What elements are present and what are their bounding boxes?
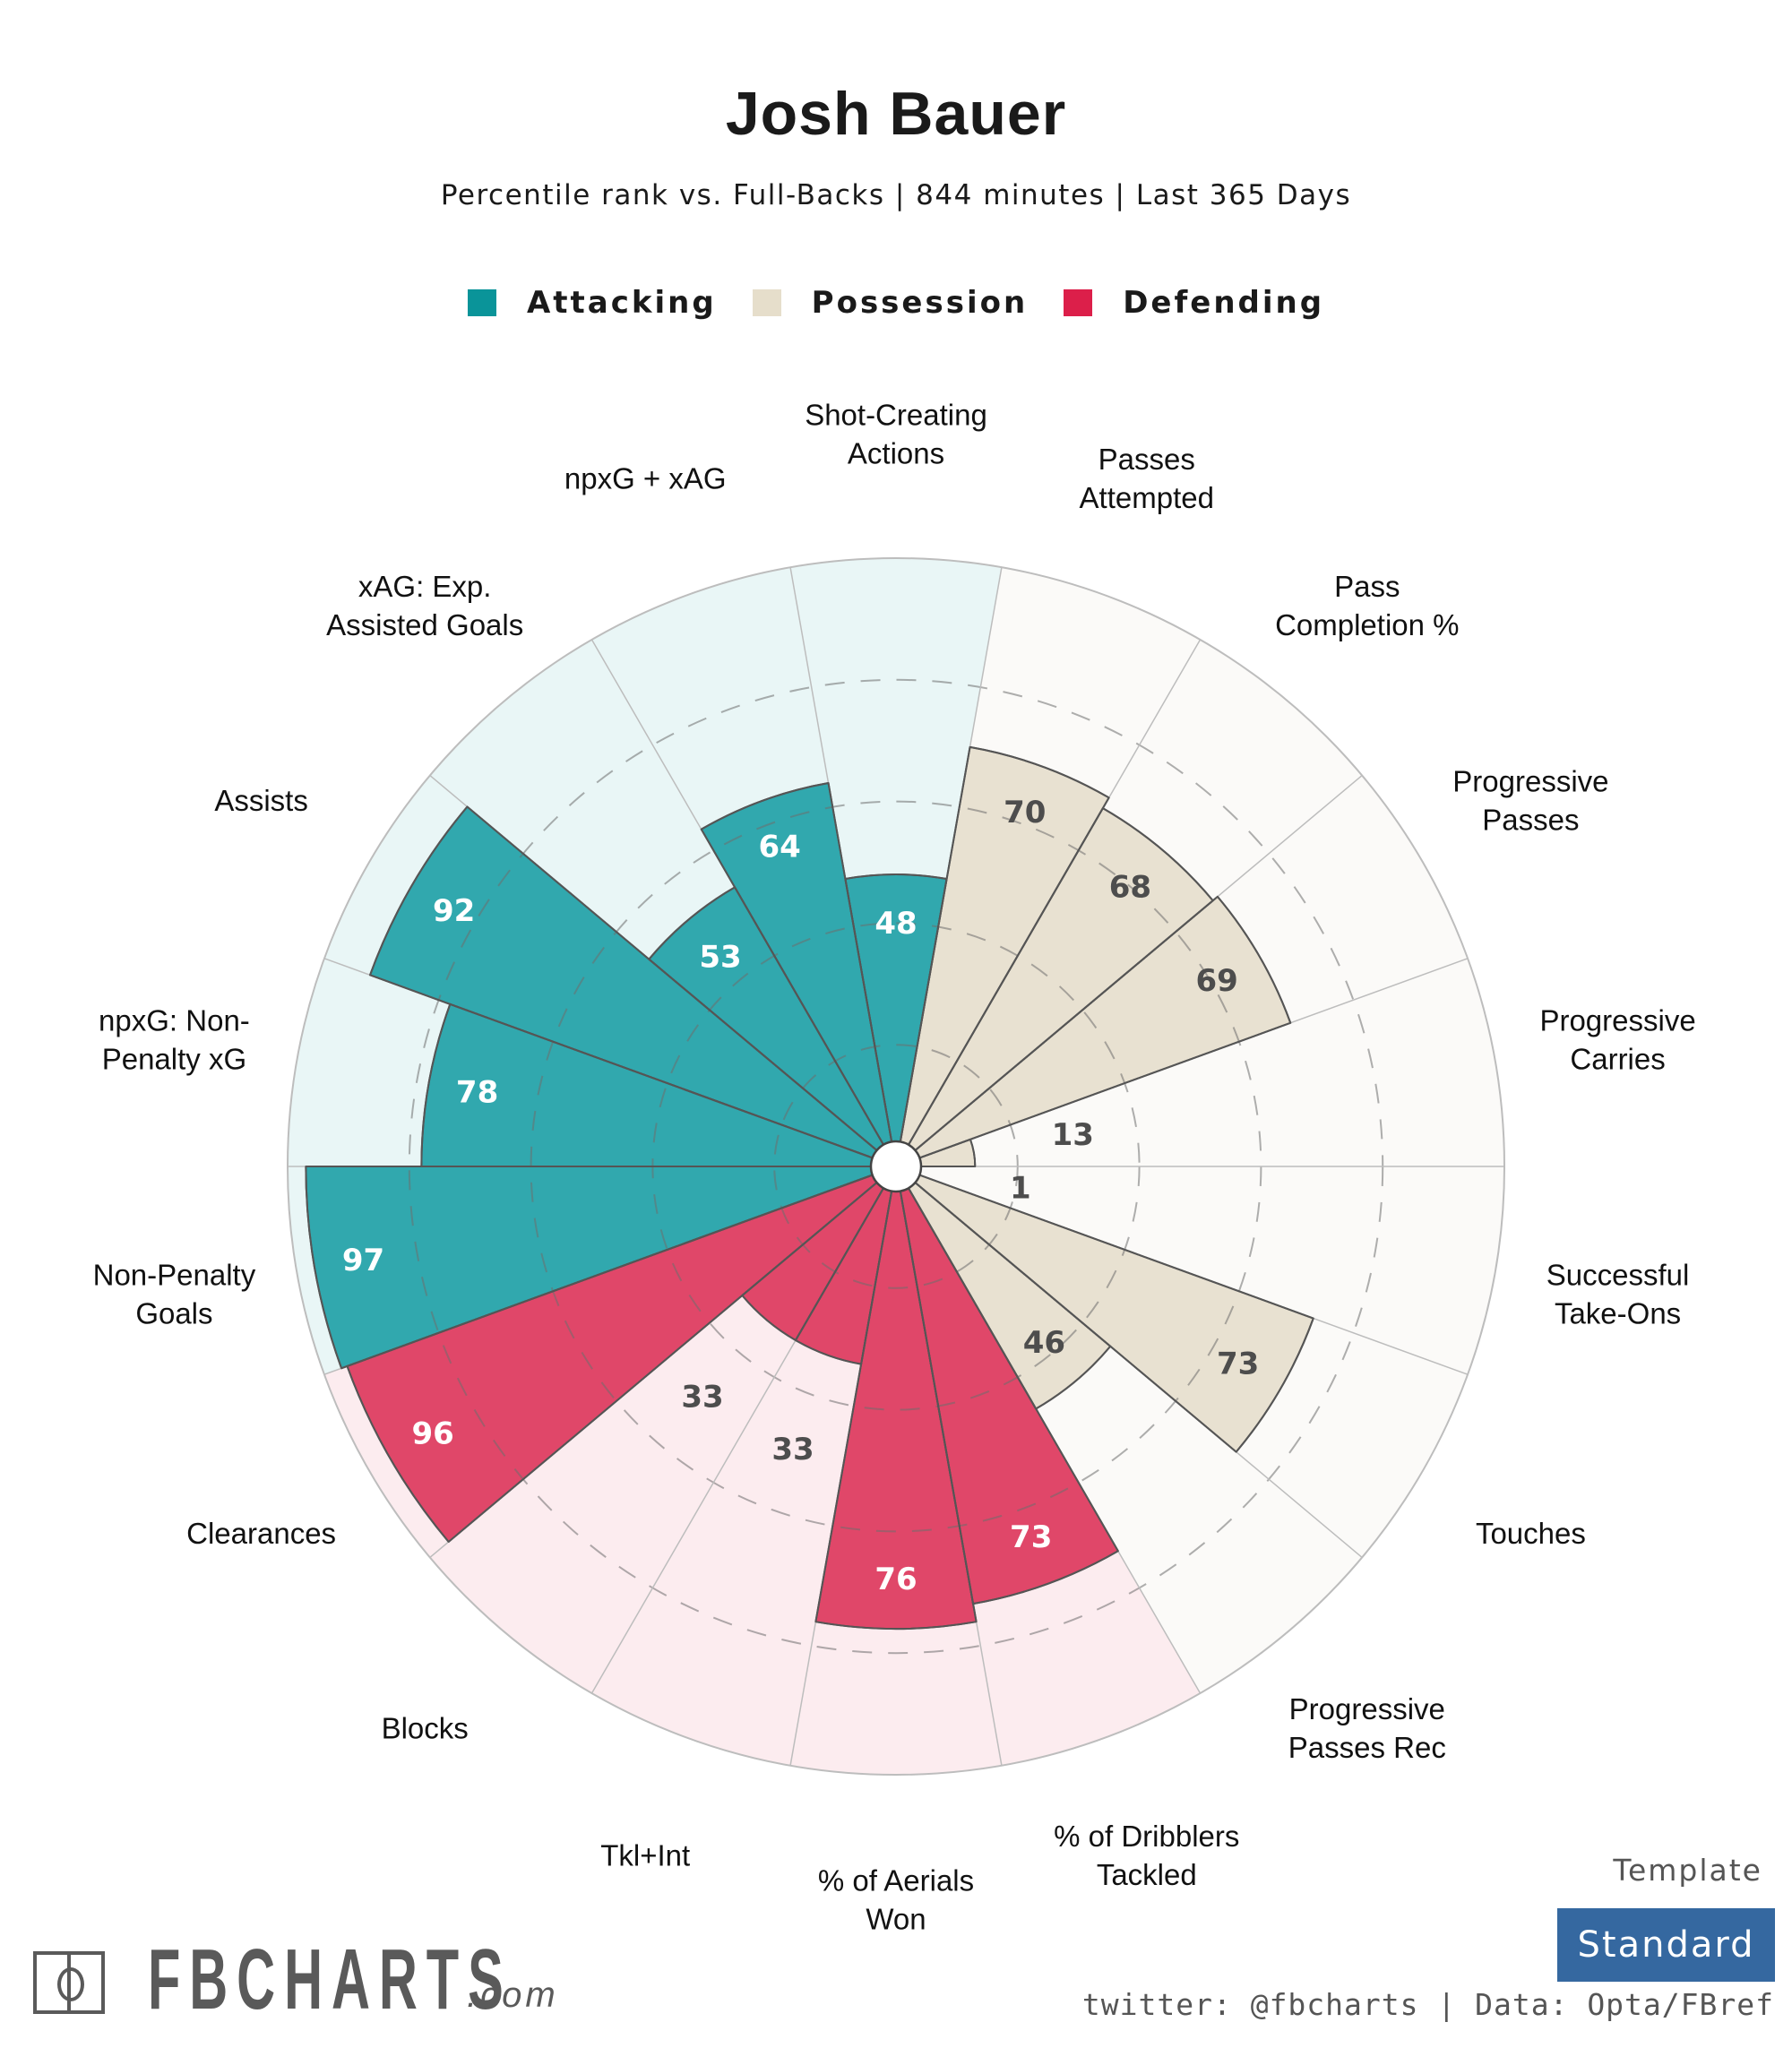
bar-outline <box>895 1166 1314 1453</box>
slice-dividers <box>288 567 1504 1766</box>
value-label-assists: 92 <box>433 893 475 929</box>
category-label-passes-attempted: Passes Attempted <box>1080 442 1214 513</box>
fbcharts-logo: FBCHARTS .com <box>33 1932 559 2027</box>
category-label-progressive-carries: Progressive Carries <box>1539 1003 1695 1075</box>
category-label-progressive-passes-rec: Progressive Passes Rec <box>1288 1692 1446 1764</box>
credits-text: twitter: @fbcharts | Data: Opta/FBref <box>1081 1987 1774 2022</box>
category-label-successful-take-ons: Successful Take-Ons <box>1546 1258 1690 1329</box>
category-label-pass-completion: Pass Completion % <box>1275 569 1459 641</box>
value-label-clearances: 96 <box>411 1416 453 1451</box>
category-label-shot-creating-actions: Shot-Creating Actions <box>805 398 987 469</box>
logo-domain-suffix: .com <box>467 1975 559 2015</box>
category-label-blocks: Blocks <box>382 1711 469 1744</box>
value-labels: 48 64 53 92 78 97 96 33 33 76 73 46 73 1 13 69 68 70 <box>342 795 1259 1597</box>
category-label-progressive-passes: Progressive Passes <box>1452 764 1608 836</box>
category-label-npxg-xag: npxG + xAG <box>564 461 727 495</box>
category-label-of-aerials-won: % of Aerials Won <box>818 1863 974 1935</box>
value-label-shot-creating-actions: 48 <box>874 906 917 942</box>
slice-bg-successful-take-ons <box>896 1166 1504 1375</box>
category-labels: Shot-Creating Actions npxG + xAG xAG: Exp. A… <box>93 398 1696 1935</box>
value-label-pass-completion: 68 <box>1109 869 1151 905</box>
value-label-blocks: 33 <box>681 1379 723 1415</box>
bar-outline <box>895 807 1214 1167</box>
category-label-touches: Touches <box>1476 1517 1586 1550</box>
template-badge: Standard <box>1557 1908 1775 1982</box>
category-label-assists: Assists <box>214 784 308 817</box>
value-label-of-aerials-won: 76 <box>874 1562 917 1597</box>
template-label: Template <box>1613 1853 1762 1888</box>
value-label-successful-take-ons: 1 <box>1010 1170 1031 1206</box>
value-label-passes-attempted: 70 <box>1004 795 1046 830</box>
category-label-tkl-int: Tkl+Int <box>600 1838 690 1872</box>
value-label-progressive-passes-rec: 46 <box>1023 1325 1065 1361</box>
percentile-bars <box>305 745 1314 1631</box>
category-label-xag-exp-assisted-goals: xAG: Exp. Assisted Goals <box>326 569 523 641</box>
legend-label-possession: Possession <box>811 285 1029 321</box>
legend-swatch-attacking <box>467 289 496 316</box>
bar-outline <box>895 745 1110 1167</box>
pitch-icon <box>33 1951 105 2014</box>
bar-outline <box>814 1166 978 1631</box>
legend-swatch-possession <box>752 289 781 316</box>
value-label-npxg-xag: 64 <box>759 829 801 865</box>
value-label-progressive-passes: 69 <box>1195 963 1237 999</box>
player-title: Josh Bauer <box>725 80 1067 148</box>
legend-swatch-defending <box>1064 289 1093 316</box>
legend: Attacking Possession Defending <box>0 285 1792 321</box>
legend-item-possession: Possession <box>752 285 1029 321</box>
bar-outline <box>305 1166 897 1370</box>
value-label-touches: 73 <box>1217 1346 1259 1381</box>
value-label-progressive-carries: 13 <box>1052 1117 1094 1153</box>
center-hole-circle <box>869 1140 923 1193</box>
legend-item-attacking: Attacking <box>467 285 717 321</box>
center-hole <box>869 1140 923 1193</box>
logo-wordmark: FBCHARTS <box>148 1932 513 2027</box>
value-label-of-dribblers-tackled: 73 <box>1010 1519 1052 1555</box>
value-label-tkl-int: 33 <box>771 1432 814 1467</box>
bar-outline <box>368 805 897 1167</box>
legend-label-defending: Defending <box>1123 285 1325 321</box>
slice-bg-shot-creating-actions <box>790 558 1002 1166</box>
value-label-non-penalty-goals: 97 <box>342 1243 384 1278</box>
bar-outline <box>895 895 1292 1167</box>
category-label-non-penalty-goals: Non-Penalty Goals <box>93 1258 256 1329</box>
bar-outline <box>346 1166 897 1543</box>
legend-item-defending: Defending <box>1064 285 1324 321</box>
category-label-npxg-non-penalty-xg: npxG: Non-Penalty xG <box>99 1003 250 1075</box>
slice-bg-progressive-carries <box>896 958 1504 1166</box>
category-label-of-dribblers-tackled: % of Dribblers Tackled <box>1054 1820 1239 1891</box>
category-label-clearances: Clearances <box>186 1517 336 1550</box>
value-label-npxg-non-penalty-xg: 78 <box>456 1075 498 1111</box>
bar-outline <box>700 782 897 1167</box>
bar-outline <box>420 1002 897 1167</box>
value-label-xag-exp-assisted-goals: 53 <box>699 939 741 975</box>
bar-outline <box>895 1166 1119 1605</box>
chart-subtitle: Percentile rank vs. Full-Backs | 844 min… <box>440 179 1352 211</box>
legend-label-attacking: Attacking <box>526 285 717 321</box>
